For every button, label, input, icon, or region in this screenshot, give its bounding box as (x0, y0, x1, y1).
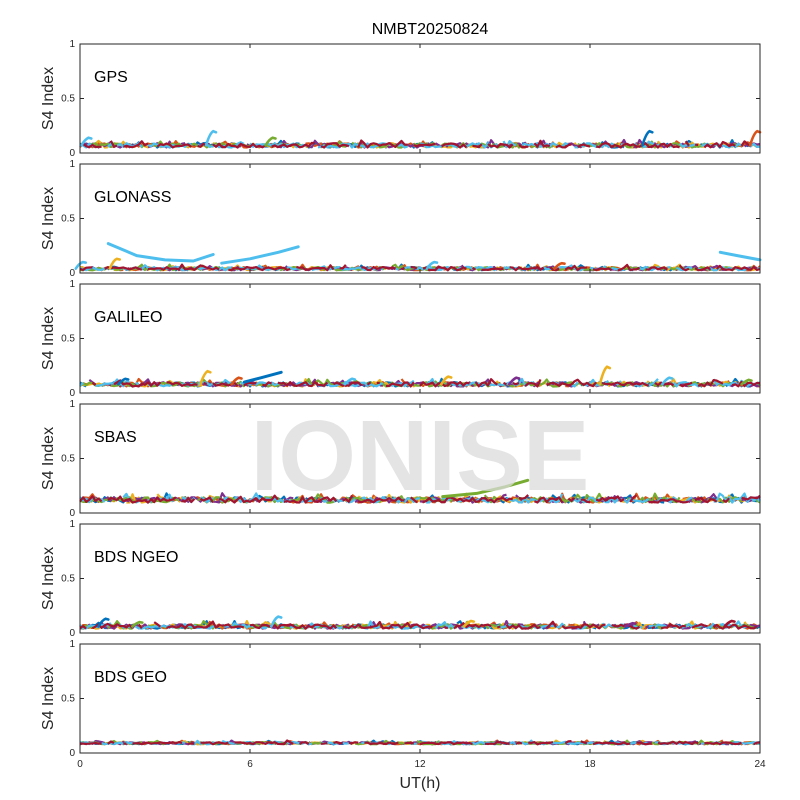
series-trace (79, 494, 761, 504)
y-tick-label: 0.5 (61, 694, 75, 705)
plot-area (80, 524, 760, 633)
peak-trace (641, 129, 654, 147)
peak-trace (97, 617, 110, 628)
chart-title: NMBT20250824 (372, 21, 489, 38)
constellation-label: BDS GEO (94, 669, 167, 686)
y-axis-label: S4 Index (40, 67, 57, 130)
y-tick-label: 0.5 (61, 94, 75, 105)
x-tick-label: 24 (754, 759, 766, 770)
plot-area (80, 44, 760, 153)
y-tick-label: 1 (69, 159, 75, 170)
panel-gps: 0 0.5 1 GPS S4 Index (40, 39, 762, 159)
y-tick-label: 0.5 (61, 334, 75, 345)
panel-galileo: 0 0.5 1 GALILEO S4 Index (40, 279, 761, 399)
y-tick-label: 0.5 (61, 574, 75, 585)
arc-trace (441, 478, 530, 499)
peak-trace (425, 260, 439, 270)
constellation-label: GLONASS (94, 189, 171, 206)
series-trace (79, 140, 761, 149)
arc-trace (242, 370, 283, 384)
arc-trace (220, 245, 300, 265)
y-tick-label: 0.5 (61, 454, 75, 465)
y-axis-label: S4 Index (40, 667, 57, 730)
constellation-label: SBAS (94, 429, 137, 446)
y-axis-label: S4 Index (40, 547, 57, 610)
plot-area (80, 164, 760, 273)
peak-trace (508, 376, 521, 386)
peak-trace (440, 375, 453, 386)
panel-bds-ngeo: 0 0.5 1 BDS NGEO S4 Index (40, 519, 760, 639)
plot-area (80, 644, 760, 753)
series-trace (79, 739, 761, 746)
y-tick-label: 1 (69, 639, 75, 650)
y-tick-label: 0 (69, 388, 75, 399)
peak-trace (230, 376, 243, 386)
peak-trace (740, 378, 753, 386)
constellation-label: GPS (94, 69, 128, 86)
y-tick-label: 0 (69, 268, 75, 279)
peak-trace (343, 377, 357, 386)
series-trace (79, 263, 761, 272)
panel-sbas: 0 0.5 1 SBAS S4 Index (40, 399, 761, 519)
y-tick-label: 0 (69, 628, 75, 639)
panel-glonass: 0 0.5 1 GLONASS S4 Index (40, 159, 760, 279)
series-trace (91, 378, 761, 388)
peak-trace (598, 365, 612, 386)
peak-trace (117, 377, 130, 386)
peak-trace (462, 619, 476, 628)
y-axis-label: S4 Index (40, 427, 57, 490)
peak-trace (723, 619, 736, 628)
x-tick-label: 12 (414, 759, 426, 770)
peak-trace (108, 257, 121, 270)
y-tick-label: 1 (69, 399, 75, 410)
x-tick-label: 6 (247, 759, 253, 770)
arc-trace (106, 242, 215, 263)
peak-trace (661, 376, 674, 386)
peak-trace (204, 129, 218, 147)
y-tick-label: 0 (69, 748, 75, 759)
peak-trace (264, 136, 277, 147)
plot-area (80, 404, 760, 513)
peak-trace (624, 621, 637, 628)
constellation-label: BDS NGEO (94, 549, 178, 566)
peak-trace (199, 369, 212, 386)
y-tick-label: 1 (69, 519, 75, 530)
y-tick-label: 1 (69, 279, 75, 290)
x-tick-label: 0 (77, 759, 83, 770)
peak-trace (80, 136, 93, 147)
peak-trace (270, 615, 283, 628)
x-axis-label: UT(h) (400, 775, 441, 792)
series-trace (79, 620, 758, 630)
panels: 0 0.5 1 GPS S4 Index 0 0.5 1 GLONASS S4 Index 0 0.5… (40, 39, 766, 770)
arc-trace (718, 250, 762, 262)
y-axis-label: S4 Index (40, 307, 57, 370)
panel-bds-geo: 0 0.5 1 0 6 12 18 24 BDS GEO S4 Index (40, 639, 766, 770)
peak-trace (131, 620, 144, 628)
x-tick-label: 18 (584, 759, 596, 770)
y-tick-label: 0.5 (61, 214, 75, 225)
y-tick-label: 1 (69, 39, 75, 50)
plot-area (80, 284, 760, 393)
watermark-text: IONISE (251, 400, 590, 512)
peak-trace (553, 261, 566, 270)
y-axis-label: S4 Index (40, 187, 57, 250)
y-tick-label: 0 (69, 508, 75, 519)
y-tick-label: 0 (69, 148, 75, 159)
peak-trace (748, 129, 762, 147)
constellation-label: GALILEO (94, 309, 162, 326)
